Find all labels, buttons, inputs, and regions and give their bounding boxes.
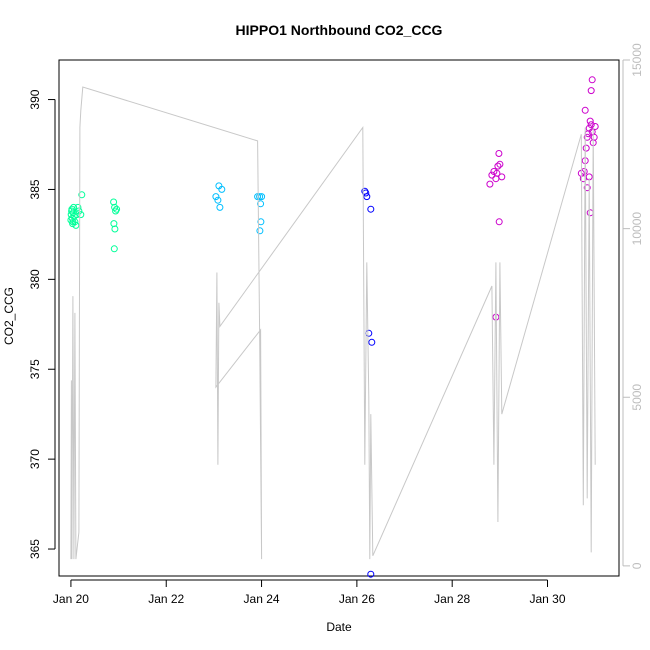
series-3-point bbox=[583, 184, 591, 192]
y-left-tick-label: 370 bbox=[28, 449, 42, 469]
chart-title: HIPPO1 Northbound CO2_CCG bbox=[236, 22, 443, 38]
series-0-point bbox=[110, 245, 118, 253]
series-3-point bbox=[591, 123, 599, 130]
series-2-point bbox=[363, 193, 371, 201]
x-tick-label: Jan 28 bbox=[434, 592, 470, 606]
series-0-point bbox=[111, 203, 119, 211]
series-3-point bbox=[496, 160, 504, 168]
series-1-point bbox=[257, 200, 265, 208]
x-axis-label: Date bbox=[326, 620, 352, 634]
x-tick-label: Jan 30 bbox=[529, 592, 565, 606]
series-1-point bbox=[214, 196, 222, 204]
series-1-point bbox=[212, 193, 220, 201]
series-3-point bbox=[486, 180, 494, 188]
series-1-point bbox=[254, 193, 262, 201]
series-0-point bbox=[111, 225, 119, 233]
y-right-tick-label: 10000 bbox=[630, 212, 644, 246]
series-3-point bbox=[494, 162, 502, 170]
series-3-point bbox=[582, 144, 590, 152]
series-1-point bbox=[218, 185, 226, 193]
y-left-tick-label: 380 bbox=[28, 269, 42, 289]
series-1-point bbox=[256, 193, 264, 201]
series-3-point bbox=[587, 87, 595, 95]
series-2-point bbox=[368, 338, 376, 346]
x-tick-label: Jan 24 bbox=[244, 592, 280, 606]
y-right-tick-label: 15000 bbox=[630, 43, 644, 77]
series-3-point bbox=[581, 106, 589, 114]
series-0-point bbox=[72, 221, 80, 229]
series-2-point bbox=[367, 205, 375, 213]
x-tick-label: Jan 20 bbox=[53, 592, 89, 606]
series-0-point bbox=[77, 211, 85, 219]
series-0-point bbox=[70, 203, 78, 211]
y-left-tick-label: 375 bbox=[28, 359, 42, 379]
series-1-point bbox=[257, 218, 265, 226]
series-0-point bbox=[74, 203, 82, 211]
y-right-tick-label: 0 bbox=[630, 562, 644, 569]
series-3-point bbox=[586, 117, 594, 125]
y-left-tick-label: 385 bbox=[28, 179, 42, 199]
series-0-point bbox=[113, 205, 121, 213]
series-1-point bbox=[216, 203, 224, 211]
y-left-tick-label: 390 bbox=[28, 89, 42, 109]
series-0-point bbox=[78, 191, 86, 199]
axes-layer: Jan 20 Jan 22 Jan 24 Jan 26 Jan 28 Jan 30 365 3… bbox=[28, 43, 644, 606]
series-3-point bbox=[495, 218, 503, 226]
y-left-tick-label: 365 bbox=[28, 539, 42, 559]
series-0-point bbox=[75, 207, 83, 215]
series-3-point bbox=[590, 133, 598, 141]
y-axis-label: CO2_CCG bbox=[2, 287, 16, 345]
series-3-point bbox=[498, 173, 506, 181]
x-tick-label: Jan 22 bbox=[148, 592, 184, 606]
series-3-point bbox=[493, 169, 501, 177]
series-layer bbox=[67, 76, 599, 578]
series-3-point bbox=[583, 133, 591, 141]
series-3-point bbox=[587, 121, 595, 129]
series-3-point bbox=[495, 150, 503, 157]
series-3-point bbox=[588, 76, 596, 84]
plot-frame bbox=[58, 59, 620, 577]
x-tick-label: Jan 26 bbox=[339, 592, 375, 606]
y-right-tick-label: 5000 bbox=[630, 384, 644, 411]
series-0-point bbox=[71, 218, 79, 226]
series-4-line bbox=[70, 86, 596, 560]
series-2-point bbox=[367, 570, 375, 578]
series-1-point bbox=[256, 227, 264, 235]
